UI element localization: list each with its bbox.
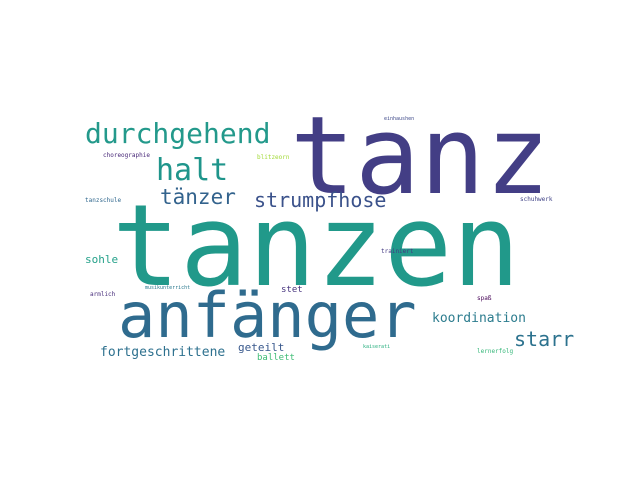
word-sohle: sohle <box>85 253 119 266</box>
word-kaiserati: kaiserati <box>363 344 391 350</box>
word-durchgehend: durchgehend <box>85 117 271 150</box>
word-tanz: tanz <box>290 94 551 219</box>
word-strumpfhose: strumpfhose <box>254 188 387 212</box>
word-choreographie: choreographie <box>103 152 150 159</box>
word-fortgeschrittene: fortgeschrittene <box>100 345 226 360</box>
word-koordination: koordination <box>432 311 526 326</box>
word-schuhwerk: schuhwerk <box>520 196 553 203</box>
word-musikunterricht: musikunterricht <box>145 285 191 291</box>
word-stet: stet <box>281 285 303 295</box>
word-tanzen: tanzen <box>112 180 521 312</box>
word-lernerfolg: lernerfolg <box>477 348 514 355</box>
word-taenzer: tänzer <box>160 185 236 209</box>
word-ballett: ballett <box>257 353 295 363</box>
word-halt: halt <box>156 153 229 188</box>
word-starr: starr <box>514 327 575 351</box>
word-armlich: armlich <box>90 291 116 298</box>
word-spass: spaß <box>477 295 492 302</box>
word-trainiert: trainiert <box>381 248 414 255</box>
word-anfaenger: anfänger <box>118 279 417 352</box>
word-einhaushen: einhaushen <box>384 116 415 122</box>
word-blitzeorn: blitzeorn <box>257 154 290 161</box>
word-tanzschule: tanzschule <box>85 197 122 204</box>
word-geteilt: geteilt <box>238 341 285 354</box>
